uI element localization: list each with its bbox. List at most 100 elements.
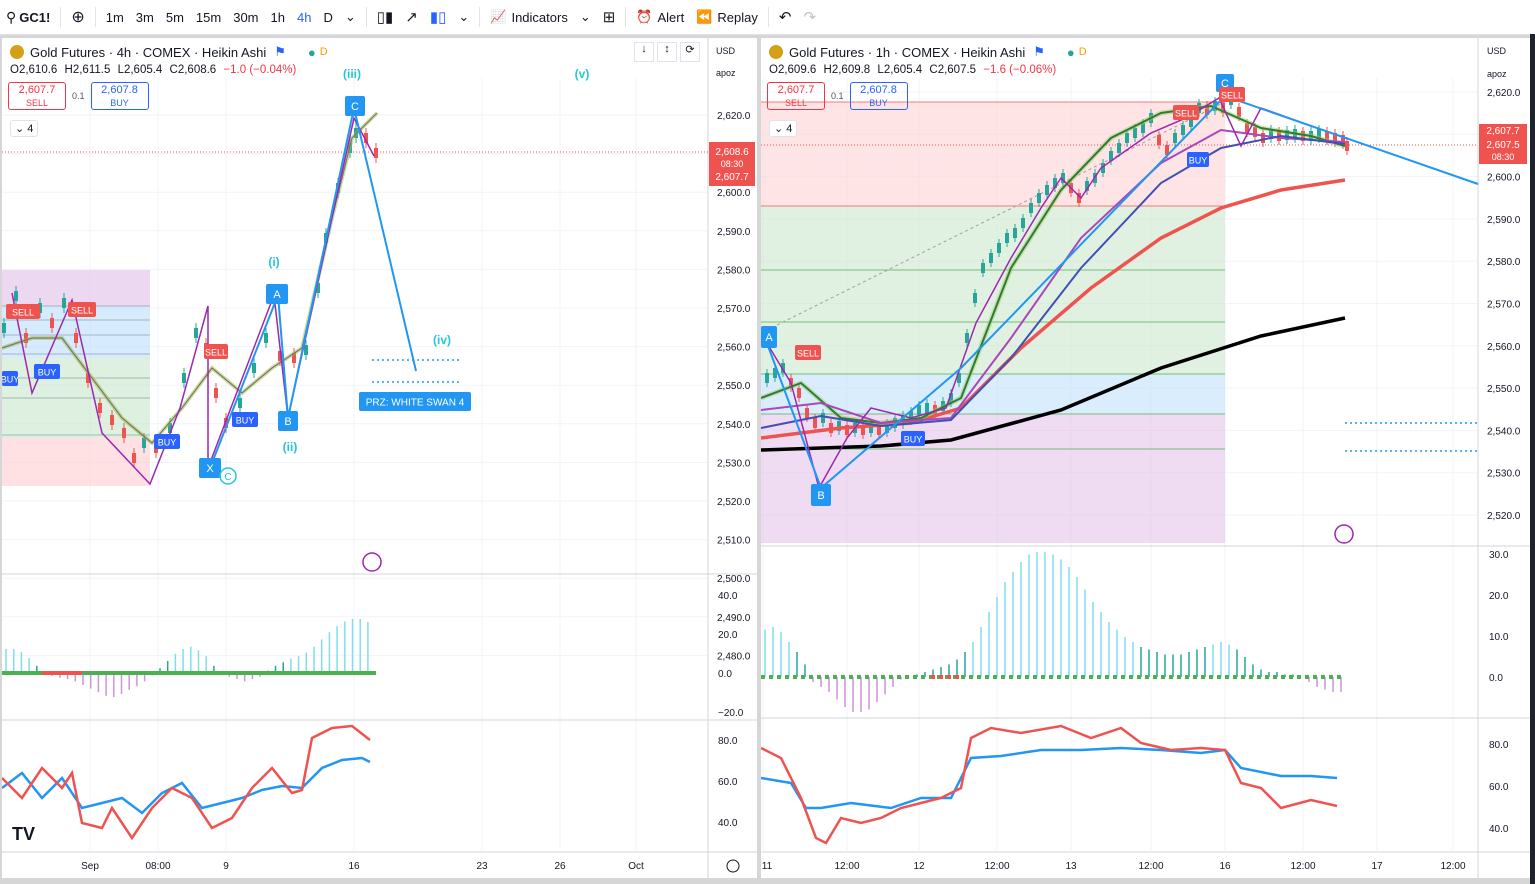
osc-tick: 10.0 (1489, 632, 1509, 643)
left-indicator-toggle[interactable]: ⌄ 4 (10, 120, 39, 137)
interval-1m[interactable]: 1m (105, 9, 124, 25)
candle-body (122, 428, 126, 438)
collapse-icon[interactable]: ↕ (657, 42, 677, 62)
scale-mode-label: apoz (716, 68, 736, 78)
candle-body (989, 253, 993, 263)
right-title-text: Gold Futures · 1h · COMEX · Heikin Ashi (789, 44, 1026, 60)
wave-i-label: (i) (268, 255, 279, 269)
candle-body (925, 403, 929, 413)
left-title-text: Gold Futures · 4h · COMEX · Heikin Ashi (30, 44, 267, 60)
osc-tick: 40.0 (718, 591, 738, 602)
lightning-icon (362, 552, 382, 572)
interval-4h[interactable]: 4h (296, 9, 312, 25)
chart-type-dropdown[interactable]: ⌄ (452, 0, 475, 34)
point-a-label-bg (266, 284, 288, 304)
buy-signal: BUY (1189, 156, 1208, 166)
candle-body (981, 263, 985, 273)
spread-value: 0.1 (831, 91, 844, 101)
point-a-label: A (765, 332, 773, 344)
bar-style-button[interactable]: ▯▮ (371, 0, 400, 34)
interval-d[interactable]: D (323, 9, 333, 25)
point-b-label: B (817, 490, 824, 502)
heikin-ashi-button[interactable]: ▮▯ (424, 0, 453, 34)
price-tick: 2,500.0 (717, 574, 751, 585)
refresh-icon[interactable]: ⟳ (680, 42, 700, 62)
buy-signal: BUY (236, 416, 255, 426)
price-tick: 2,550.0 (717, 381, 751, 392)
tradingview-logo-icon: TV (12, 824, 35, 844)
ma-indigo-line (761, 134, 1346, 429)
templates-button[interactable]: ⊞ (597, 0, 622, 34)
compare-button[interactable]: ⊕ (65, 0, 90, 34)
interval-15m[interactable]: 15m (195, 9, 222, 25)
ohlc-low: L2,605.4 (117, 64, 163, 76)
left-chart-title: Gold Futures · 4h · COMEX · Heikin Ashi … (10, 44, 328, 60)
right-buy-button[interactable]: 2,607.8 BUY (849, 82, 908, 110)
alert-label: Alert (657, 9, 685, 25)
indicator-count: 4 (27, 123, 34, 135)
interval-5m[interactable]: 5m (165, 9, 184, 25)
rsi-red-line (2, 724, 371, 841)
sell-signal: SELL (1175, 109, 1197, 119)
prz-label-bg (359, 392, 471, 411)
price-tick: 2,580.0 (717, 265, 751, 276)
right-chart-pane[interactable]: ABCSELLSELLSELLBUYBUY2,620.02,610.02,600… (761, 38, 1530, 878)
interval-3m[interactable]: 3m (135, 9, 154, 25)
osc-tick: −20.0 (718, 708, 744, 719)
right-sell-button[interactable]: 2,607.7 SELL (767, 82, 825, 110)
divider (479, 7, 481, 27)
symbol-search[interactable]: ⚲ GC1! (0, 0, 56, 34)
indicators-button[interactable]: 📈 Indicators (484, 0, 574, 34)
top-toolbar: ⚲ GC1! ⊕ 1m 3m 5m 15m 30m 1h 4h D ⌄ ▯▮ ↗… (0, 0, 1535, 35)
last-price-countdown: 08:30 (1492, 152, 1515, 162)
candle-body (1269, 129, 1273, 139)
left-buy-button[interactable]: 2,607.8 BUY (90, 82, 149, 110)
interval-1h[interactable]: 1h (270, 9, 285, 25)
sma200-line (761, 316, 1346, 452)
point-c-label: C (1221, 78, 1229, 90)
scale-mode-label: apoz (1487, 69, 1507, 79)
time-tick: 08:00 (145, 861, 170, 872)
point-b-label: B (284, 416, 291, 428)
arrow-down-icon[interactable]: ↓ (634, 42, 654, 62)
candle-body (1325, 131, 1329, 141)
candle-body (1341, 135, 1345, 145)
alert-button[interactable]: ⏰ Alert (630, 0, 690, 34)
last-price-tag-bg (1479, 124, 1527, 164)
sell-signal: SELL (797, 349, 819, 359)
wave-v-label: (v) (575, 67, 590, 81)
point-c-label-bg (345, 96, 365, 116)
candle-body (182, 373, 186, 383)
indicators-dropdown[interactable]: ⌄ (574, 0, 597, 34)
price-tick: 2,540.0 (717, 420, 751, 431)
left-chart-pane[interactable]: PRZ: WHITE SWAN 4 A B C X C (iii) (v) (i) (ii) (iv… (2, 38, 757, 878)
sell-signal: SELL (71, 306, 93, 316)
right-indicator-toggle[interactable]: ⌄ 4 (769, 120, 798, 137)
candle-body (861, 425, 865, 435)
candle-body (292, 353, 296, 363)
undo-button[interactable]: ↶ (773, 0, 798, 34)
interval-30m[interactable]: 30m (233, 9, 259, 25)
chart-type-button[interactable]: ↗ (399, 0, 424, 34)
candle-body (1013, 228, 1017, 238)
interval-dropdown[interactable]: ⌄ (339, 0, 362, 34)
abcd-pattern-line (764, 94, 1479, 490)
replay-button[interactable]: ⏪ Replay (690, 0, 764, 34)
left-sell-button[interactable]: 2,607.7 SELL (8, 82, 66, 110)
flag-icon[interactable]: ⚑ (274, 44, 286, 59)
right-chart-canvas[interactable]: ABCSELLSELLSELLBUYBUY2,620.02,610.02,600… (761, 38, 1530, 878)
buy-signal: BUY (904, 435, 923, 445)
price-tick: 2,560.0 (1487, 342, 1521, 353)
redo-button[interactable]: ↷ (797, 0, 822, 34)
buy-signal-bg (901, 431, 925, 446)
sell-signal-bg (795, 345, 821, 360)
candle-body (168, 423, 172, 433)
price-tick: 2,520.0 (717, 497, 751, 508)
time-tick: 12:00 (1138, 861, 1163, 872)
left-pane-controls: ↓ ↕ ⟳ (634, 42, 700, 62)
time-tick: 16 (1219, 861, 1231, 872)
flag-icon[interactable]: ⚑ (1033, 44, 1045, 59)
replay-label: Replay (717, 9, 758, 25)
price-tick: 2,530.0 (1487, 469, 1521, 480)
